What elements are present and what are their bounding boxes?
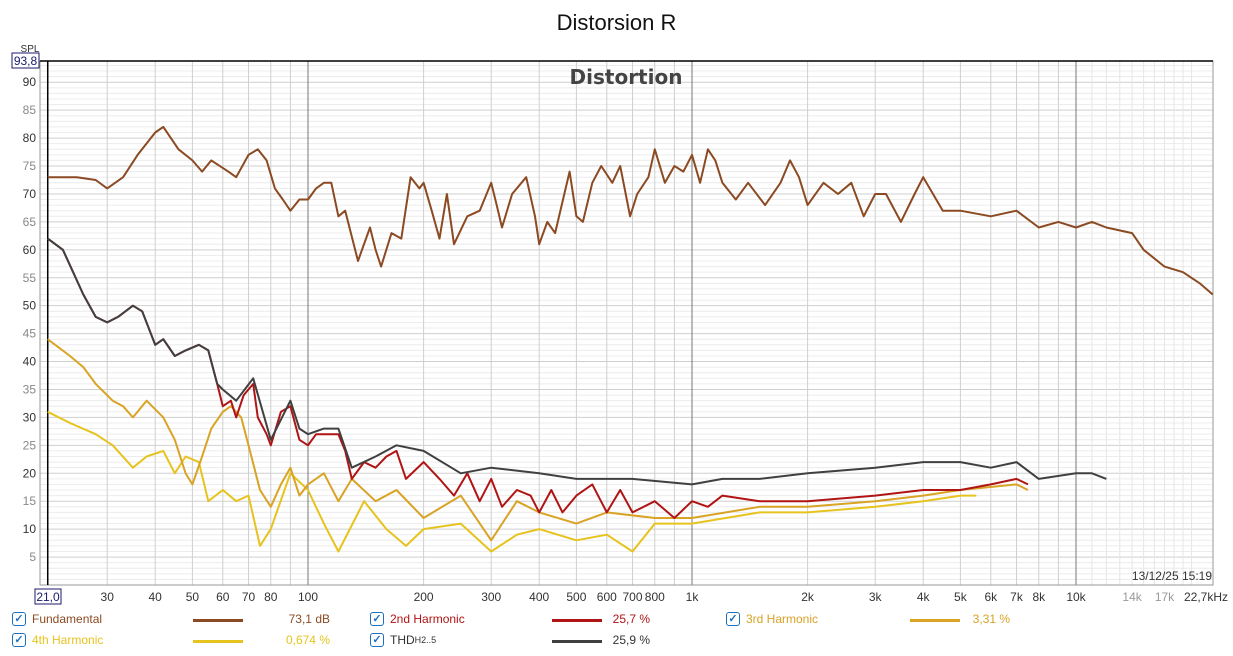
- cursor-x-box: [34, 588, 62, 605]
- legend-value: 73,1 dB: [288, 612, 330, 626]
- legend-item-3rd-harmonic[interactable]: ✓ 3rd Harmonic: [726, 612, 818, 626]
- y-tick-label: 30: [23, 410, 37, 424]
- legend-swatch: [193, 619, 243, 622]
- x-tick-label: 300: [481, 590, 501, 604]
- legend-value: 25,7 %: [612, 612, 650, 626]
- x-tick-label: 8k: [1032, 590, 1046, 604]
- series-line-fundamental: [47, 125, 1214, 296]
- y-tick-label: 35: [23, 382, 37, 396]
- legend-value: 0,674 %: [285, 633, 330, 647]
- x-tick-label: 60: [216, 590, 230, 604]
- x-tick-label: 40: [149, 590, 163, 604]
- legend-value: 3,31 %: [972, 612, 1010, 626]
- x-tick-label: 500: [566, 590, 586, 604]
- legend-label: 3rd Harmonic: [746, 612, 819, 626]
- checkbox-checked-icon[interactable]: ✓: [726, 612, 740, 626]
- x-tick-label: 70: [242, 590, 256, 604]
- legend-item-thd[interactable]: ✓ THD H2..5: [370, 633, 436, 647]
- legend-label: 4th Harmonic: [32, 633, 104, 647]
- x-tick-label: 6k: [984, 590, 998, 604]
- y-tick-label: 15: [23, 494, 37, 508]
- cursor-x-value: 21,0: [36, 590, 60, 604]
- y-tick-label: 75: [23, 159, 37, 173]
- y-tick-label: 65: [23, 215, 37, 229]
- chart-title: Distorsion R: [556, 10, 677, 35]
- series-line-3rd-harmonic: [47, 338, 1029, 542]
- legend-swatch: [552, 640, 602, 643]
- legend-item-fundamental[interactable]: ✓ Fundamental: [12, 612, 102, 626]
- x-tick-label: 200: [414, 590, 434, 604]
- cursor-y-box: [11, 52, 40, 69]
- y-tick-label: 50: [23, 299, 37, 313]
- inner-title: Distortion: [570, 65, 683, 89]
- legend-label: THD: [390, 633, 415, 647]
- x-tick-label: 100: [298, 590, 318, 604]
- x-tick-label: 17k: [1155, 590, 1175, 604]
- y-tick-label: 25: [23, 438, 37, 452]
- x-tick-label: 22,7kHz: [1184, 590, 1228, 604]
- legend-label: 2nd Harmonic: [390, 612, 465, 626]
- x-tick-label: 700: [623, 590, 643, 604]
- x-tick-label: 400: [529, 590, 549, 604]
- x-tick-label: 800: [645, 590, 665, 604]
- legend-value: 25,9 %: [612, 633, 650, 647]
- y-axis-label: SPL: [21, 44, 40, 55]
- y-tick-label: 40: [23, 355, 37, 369]
- legend-swatch: [552, 619, 602, 622]
- x-tick-label: 600: [597, 590, 617, 604]
- x-tick-label: 3k: [869, 590, 883, 604]
- y-tick-label: 20: [23, 466, 37, 480]
- legend-label: Fundamental: [32, 612, 103, 626]
- y-tick-label: 10: [23, 522, 37, 536]
- y-tick-label: 5: [29, 550, 36, 564]
- checkbox-checked-icon[interactable]: ✓: [370, 612, 384, 626]
- x-tick-label: 50: [186, 590, 200, 604]
- checkbox-checked-icon[interactable]: ✓: [370, 633, 384, 647]
- y-tick-label: 60: [23, 243, 37, 257]
- series-line-thd: [47, 237, 1107, 486]
- legend-item-2nd-harmonic[interactable]: ✓ 2nd Harmonic: [370, 612, 465, 626]
- y-tick-label: 55: [23, 271, 37, 285]
- y-tick-label: 45: [23, 327, 37, 341]
- x-tick-label: 14k: [1122, 590, 1142, 604]
- checkbox-checked-icon[interactable]: ✓: [12, 633, 26, 647]
- x-tick-label: 4k: [917, 590, 931, 604]
- x-tick-label: 10k: [1066, 590, 1086, 604]
- series-line-4th-harmonic: [47, 410, 977, 553]
- y-tick-label: 70: [23, 187, 37, 201]
- legend-label-subscript: H2..5: [414, 635, 437, 645]
- x-tick-label: 7k: [1010, 590, 1024, 604]
- legend-item-4th-harmonic[interactable]: ✓ 4th Harmonic: [12, 633, 103, 647]
- x-tick-label: 2k: [801, 590, 815, 604]
- timestamp: 13/12/25 15:19: [1132, 569, 1212, 583]
- x-tick-label: 80: [264, 590, 278, 604]
- legend-swatch: [193, 640, 243, 643]
- legend-swatch: [910, 619, 960, 622]
- x-tick-label: 1k: [686, 590, 700, 604]
- y-tick-label: 80: [23, 131, 37, 145]
- checkbox-checked-icon[interactable]: ✓: [12, 612, 26, 626]
- x-tick-label: 5k: [954, 590, 968, 604]
- cursor-y-value: 93,8: [14, 54, 38, 68]
- y-tick-label: 90: [23, 75, 37, 89]
- x-tick-label: 30: [101, 590, 115, 604]
- y-tick-label: 85: [23, 103, 37, 117]
